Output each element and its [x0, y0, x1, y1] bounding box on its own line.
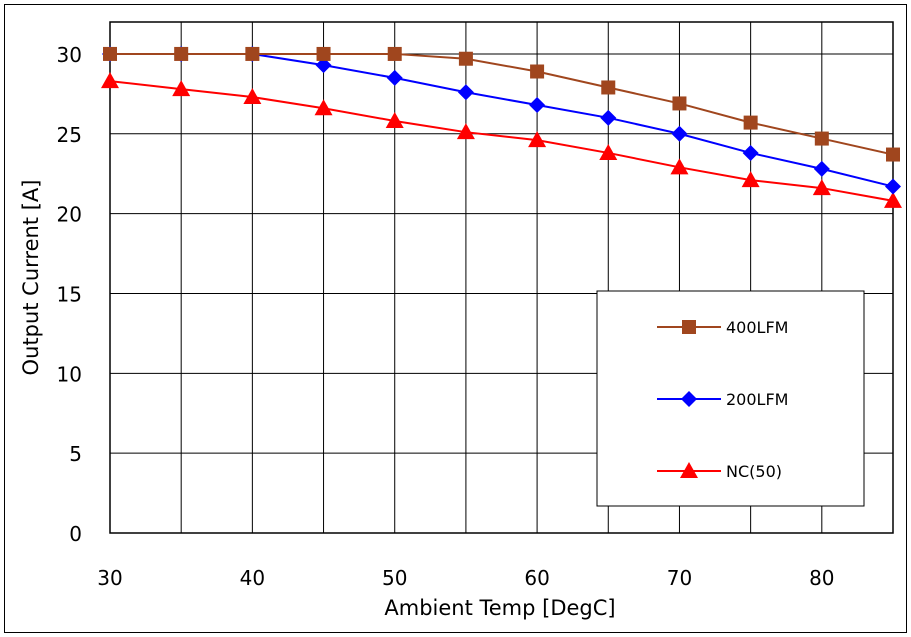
data-point-200lfm	[742, 144, 759, 161]
tick-labels: 30 40 50 60 70 80 0 5 10 15 20 25 30	[57, 43, 835, 590]
y-tick-label: 30	[57, 43, 82, 67]
data-point-nc-50	[101, 72, 119, 89]
series-line-400lfm	[110, 52, 894, 156]
data-point-400lfm	[316, 46, 331, 61]
data-point-200lfm	[386, 69, 403, 86]
legend-box	[596, 290, 865, 507]
y-tick-label: 20	[57, 203, 82, 227]
data-point-nc-50	[884, 191, 902, 208]
y-tick-label: 25	[57, 123, 82, 147]
data-point-nc-50	[670, 158, 689, 175]
data-point-200lfm	[671, 125, 688, 142]
data-point-200lfm	[813, 160, 830, 177]
data-point-200lfm	[315, 57, 332, 74]
legend-marker-200lfm	[681, 391, 697, 407]
x-tick-label: 50	[382, 566, 407, 590]
data-point-400lfm	[743, 115, 758, 130]
data-point-200lfm	[885, 178, 901, 195]
series-nc-50	[101, 72, 902, 208]
data-point-400lfm	[387, 46, 402, 61]
legend-label-nc-50: NC(50)	[726, 462, 782, 481]
y-tick-label: 0	[69, 522, 82, 546]
data-point-400lfm	[814, 131, 829, 146]
legend-label-400lfm: 400LFM	[726, 318, 788, 337]
legend-label-200lfm: 200LFM	[726, 390, 788, 409]
data-point-nc-50	[314, 99, 333, 116]
data-point-400lfm	[103, 46, 117, 61]
legend-marker-nc-50	[680, 462, 698, 478]
y-tick-label: 15	[57, 282, 82, 306]
x-axis-title: Ambient Temp [DegC]	[384, 596, 615, 620]
legend: 400LFM 200LFM NC(50)	[596, 290, 865, 507]
x-tick-label: 40	[240, 566, 265, 590]
data-point-400lfm	[601, 80, 616, 95]
data-point-nc-50	[599, 143, 618, 160]
data-point-200lfm	[529, 97, 546, 114]
x-tick-label: 70	[667, 566, 692, 590]
y-axis-title: Output Current [A]	[19, 180, 43, 376]
data-point-400lfm	[672, 96, 687, 111]
data-point-400lfm	[174, 46, 189, 61]
data-point-nc-50	[456, 123, 475, 140]
data-point-400lfm	[886, 147, 900, 162]
data-point-200lfm	[600, 109, 617, 126]
series-line-nc-50	[109, 80, 894, 202]
data-point-nc-50	[528, 131, 547, 148]
series-400lfm	[103, 46, 900, 162]
data-point-nc-50	[243, 88, 262, 105]
data-point-400lfm	[458, 51, 473, 66]
data-point-400lfm	[245, 46, 260, 61]
data-point-nc-50	[385, 112, 404, 129]
x-tick-label: 30	[97, 566, 122, 590]
x-tick-label: 60	[524, 566, 549, 590]
y-tick-label: 5	[69, 442, 82, 466]
y-tick-label: 10	[57, 362, 82, 386]
data-point-nc-50	[172, 80, 191, 97]
legend-marker-400lfm	[682, 320, 696, 334]
data-point-nc-50	[812, 179, 831, 196]
data-point-200lfm	[457, 84, 474, 101]
data-point-400lfm	[530, 64, 545, 79]
x-tick-label: 80	[809, 566, 834, 590]
plot-area-border	[109, 21, 894, 534]
series-layer	[101, 45, 902, 208]
data-point-nc-50	[741, 171, 760, 188]
